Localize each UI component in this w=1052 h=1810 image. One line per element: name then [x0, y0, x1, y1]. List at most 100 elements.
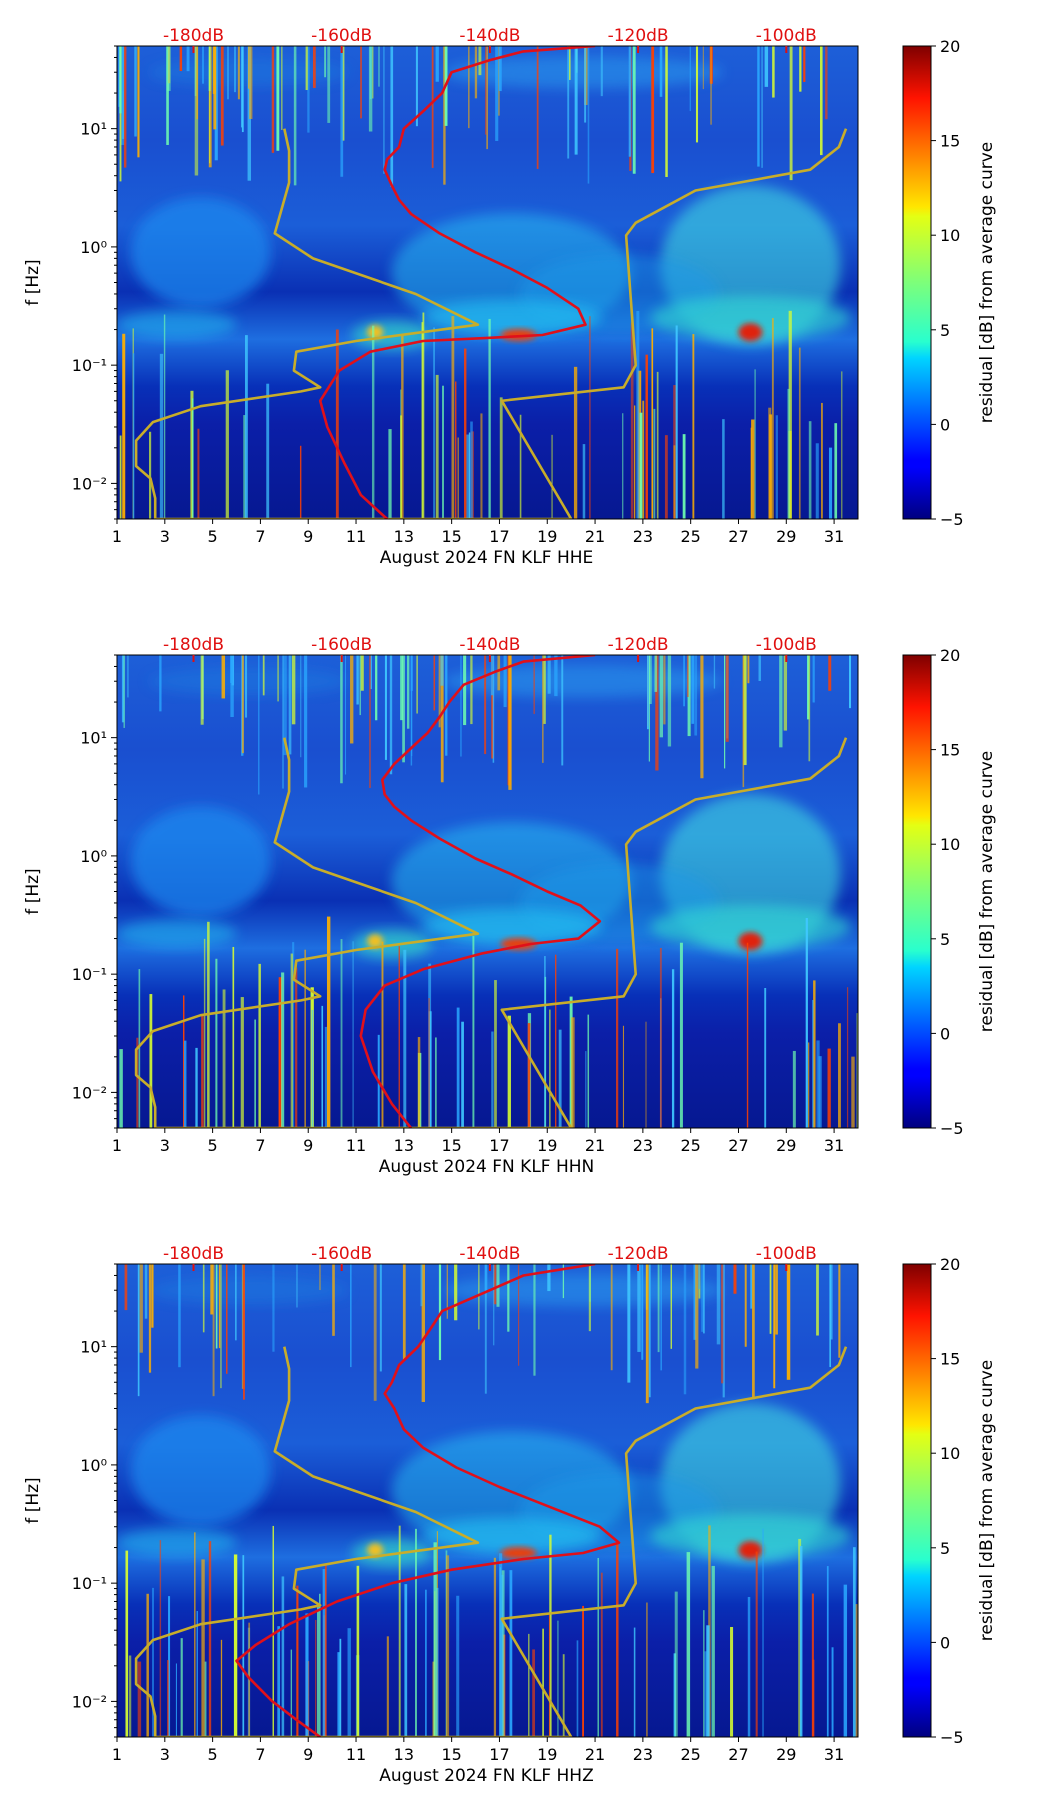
streak [755, 1551, 758, 1737]
texture-blob [650, 296, 851, 341]
colorbar [902, 654, 932, 1129]
panel-hhe: 1 3 5 7 9 11 13 15 17 19 21 23 25 27 29 3110⁻²10⁻¹10⁰10… [23, 26, 997, 568]
streak [830, 1264, 833, 1340]
streak [691, 655, 695, 724]
streak [195, 1047, 198, 1128]
streak [307, 46, 310, 133]
streak [852, 1547, 856, 1737]
streak [701, 1264, 704, 1332]
x-tick-label: 17 [489, 1136, 509, 1155]
streak [507, 1015, 511, 1128]
db-scale-label: -160dB [311, 635, 372, 655]
y-tick-label: 10¹ [80, 1338, 107, 1357]
streak [582, 1605, 584, 1737]
streak [137, 46, 140, 158]
streak [304, 949, 306, 1128]
streak [665, 46, 668, 177]
streak [544, 956, 546, 1128]
streak [435, 1037, 437, 1128]
streak [509, 1570, 513, 1737]
streak [226, 1264, 228, 1374]
streak [828, 447, 833, 519]
streak [356, 1565, 360, 1737]
streak [472, 936, 475, 1128]
streak [278, 977, 283, 1128]
streak [254, 1019, 256, 1128]
y-axis-label: f [Hz] [23, 1477, 43, 1523]
db-scale-label: -140dB [459, 1244, 520, 1264]
x-tick-label: 21 [585, 1136, 605, 1155]
x-tick-label: 3 [160, 527, 170, 546]
streak [139, 1264, 143, 1353]
streak [764, 46, 769, 87]
x-tick-label: 3 [160, 1745, 170, 1764]
streak [277, 1626, 281, 1737]
hotspot [738, 1541, 763, 1560]
streak [421, 1264, 425, 1402]
streak [291, 655, 296, 725]
streak [764, 987, 767, 1128]
streak [783, 655, 788, 731]
x-tick-label: 1 [112, 1136, 122, 1155]
streak [543, 655, 546, 724]
streak [457, 437, 459, 519]
streak [242, 1555, 245, 1737]
spectrogram [117, 46, 858, 519]
streak [125, 1550, 129, 1737]
texture-blob [130, 197, 271, 308]
streak [649, 655, 652, 705]
x-tick-label: 7 [255, 1745, 265, 1764]
x-tick-label: 29 [776, 1136, 796, 1155]
x-tick-label: 21 [585, 1745, 605, 1764]
streak [221, 655, 226, 699]
streak [634, 405, 636, 519]
streak [194, 46, 199, 176]
db-scale-label: -100dB [756, 1244, 817, 1264]
x-tick-label: 1 [112, 1745, 122, 1764]
streak [654, 655, 658, 692]
streak [499, 397, 503, 519]
streak [212, 46, 216, 94]
streak [218, 1264, 221, 1349]
streak [547, 655, 551, 694]
streak [519, 414, 522, 519]
x-tick-label: 17 [489, 527, 509, 546]
streak [636, 310, 640, 519]
streak [398, 946, 400, 1128]
streak [163, 314, 166, 519]
streak [558, 1029, 562, 1128]
streak [486, 46, 488, 150]
streak [379, 1264, 382, 1372]
streak [410, 655, 413, 766]
x-tick-label: 17 [489, 1745, 509, 1764]
streak [149, 994, 153, 1128]
streak [435, 46, 439, 82]
streak [670, 1264, 673, 1349]
streak [433, 327, 435, 519]
streak [812, 999, 814, 1128]
streak [632, 46, 636, 174]
streak [616, 948, 619, 1128]
streak [549, 1534, 552, 1737]
streak [686, 1552, 691, 1737]
streak [585, 1051, 587, 1128]
streak [290, 953, 293, 1128]
streak [846, 987, 849, 1128]
streak [754, 369, 756, 519]
streak [209, 46, 211, 164]
streak [571, 1017, 575, 1128]
streak [803, 46, 806, 82]
streak [645, 1021, 647, 1128]
streak [415, 1528, 417, 1737]
streak [201, 1559, 205, 1737]
streak [271, 46, 275, 153]
streak [240, 997, 244, 1128]
streak [480, 413, 483, 519]
streak [360, 655, 364, 691]
streak [702, 46, 704, 90]
streak [144, 1264, 148, 1319]
streak [370, 655, 373, 690]
streak [241, 655, 244, 754]
streak [436, 1587, 439, 1737]
streak [761, 46, 763, 168]
